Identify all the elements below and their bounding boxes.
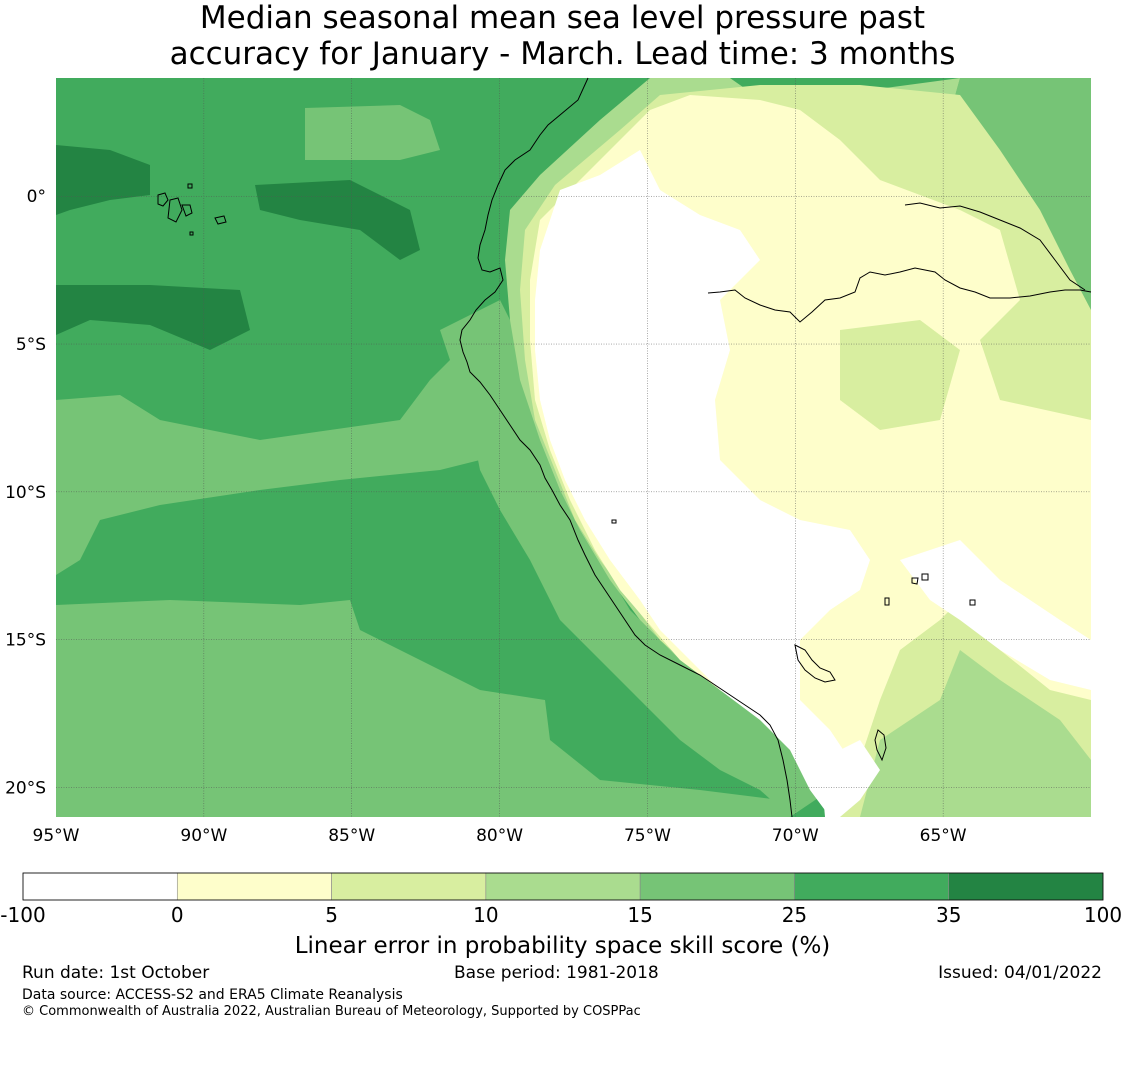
lon-tick-label: 85°W [328, 826, 375, 846]
run-date: Run date: 1st October [22, 963, 210, 983]
zone-below-0-east [900, 540, 1091, 690]
south-america-coastline [459, 77, 793, 818]
title-line-1: Median seasonal mean sea level pressure … [199, 0, 926, 36]
small-lake-1 [611, 519, 617, 524]
small-lake-3 [884, 597, 976, 606]
lat-tick-label: 15°S [5, 631, 46, 651]
colorbar-tick-label: -100 [0, 903, 46, 927]
small-lake-2 [911, 573, 929, 585]
colorbar-tick-label: 10 [473, 903, 499, 927]
lon-tick-label: 95°W [33, 826, 80, 846]
lon-tick-label: 70°W [772, 826, 819, 846]
amazon-river [707, 267, 1092, 323]
colorbar-segment [176, 872, 332, 901]
colorbar-tick-label: 25 [781, 903, 808, 927]
issued-date: Issued: 04/01/2022 [938, 963, 1102, 983]
zone-0-5-inland [840, 320, 960, 430]
chart-title: Median seasonal mean sea level pressure … [0, 0, 1125, 72]
amazon-river-north-branch [904, 202, 1086, 291]
lake-titicaca [794, 644, 836, 683]
title-line-2: accuracy for January - March. Lead time:… [169, 36, 956, 72]
lon-tick-label: 65°W [920, 826, 967, 846]
map-field [56, 78, 1091, 817]
zone-15-25-north [305, 105, 440, 160]
colorbar-title: Linear error in probability space skill … [294, 933, 831, 959]
colorbar-segment [948, 872, 1104, 901]
lat-tick-label: 10°S [5, 483, 46, 503]
zone-below-0-south [820, 740, 880, 817]
zone-35-100-b [255, 180, 420, 260]
colorbar-tick-label: 100 [1083, 903, 1123, 927]
data-source: Data source: ACCESS-S2 and ERA5 Climate … [22, 987, 403, 1003]
lon-tick-label: 80°W [476, 826, 523, 846]
colorbar [22, 872, 1104, 901]
zone-15-25-west [56, 330, 500, 575]
colorbar-segment [331, 872, 487, 901]
lon-tick-label: 75°W [624, 826, 671, 846]
lake-poopo [874, 729, 887, 762]
zone-35-100-a [56, 145, 150, 215]
axis-labels: 95°W 90°W 85°W 80°W 75°W 70°W 65°W 0° 5°S 10°S 15°… [5, 187, 967, 846]
coastlines [157, 77, 1092, 818]
zone-35-100-c [56, 285, 250, 350]
lon-tick-label: 90°W [180, 826, 227, 846]
zone-15-25-southwest [56, 600, 790, 817]
colorbar-tick-label: 5 [325, 903, 338, 927]
colorbar-segment [794, 872, 950, 901]
copyright: © Commonwealth of Australia 2022, Austra… [22, 1004, 641, 1019]
colorbar-segment [485, 872, 641, 901]
colorbar-tick-label: 35 [935, 903, 962, 927]
colorbar-tick-label: 15 [627, 903, 653, 927]
zone-below-0 [535, 150, 870, 817]
colorbar-segment [22, 872, 178, 901]
lat-tick-label: 20°S [5, 778, 46, 798]
lat-tick-label: 5°S [16, 335, 46, 355]
colorbar-tick-label: 0 [170, 903, 184, 927]
gridlines [56, 78, 1091, 817]
base-period: Base period: 1981-2018 [454, 963, 659, 983]
colorbar-segment [639, 872, 795, 901]
colorbar-outline [22, 872, 1104, 901]
galapagos-islands [157, 183, 227, 236]
lat-tick-label: 0° [27, 187, 46, 207]
